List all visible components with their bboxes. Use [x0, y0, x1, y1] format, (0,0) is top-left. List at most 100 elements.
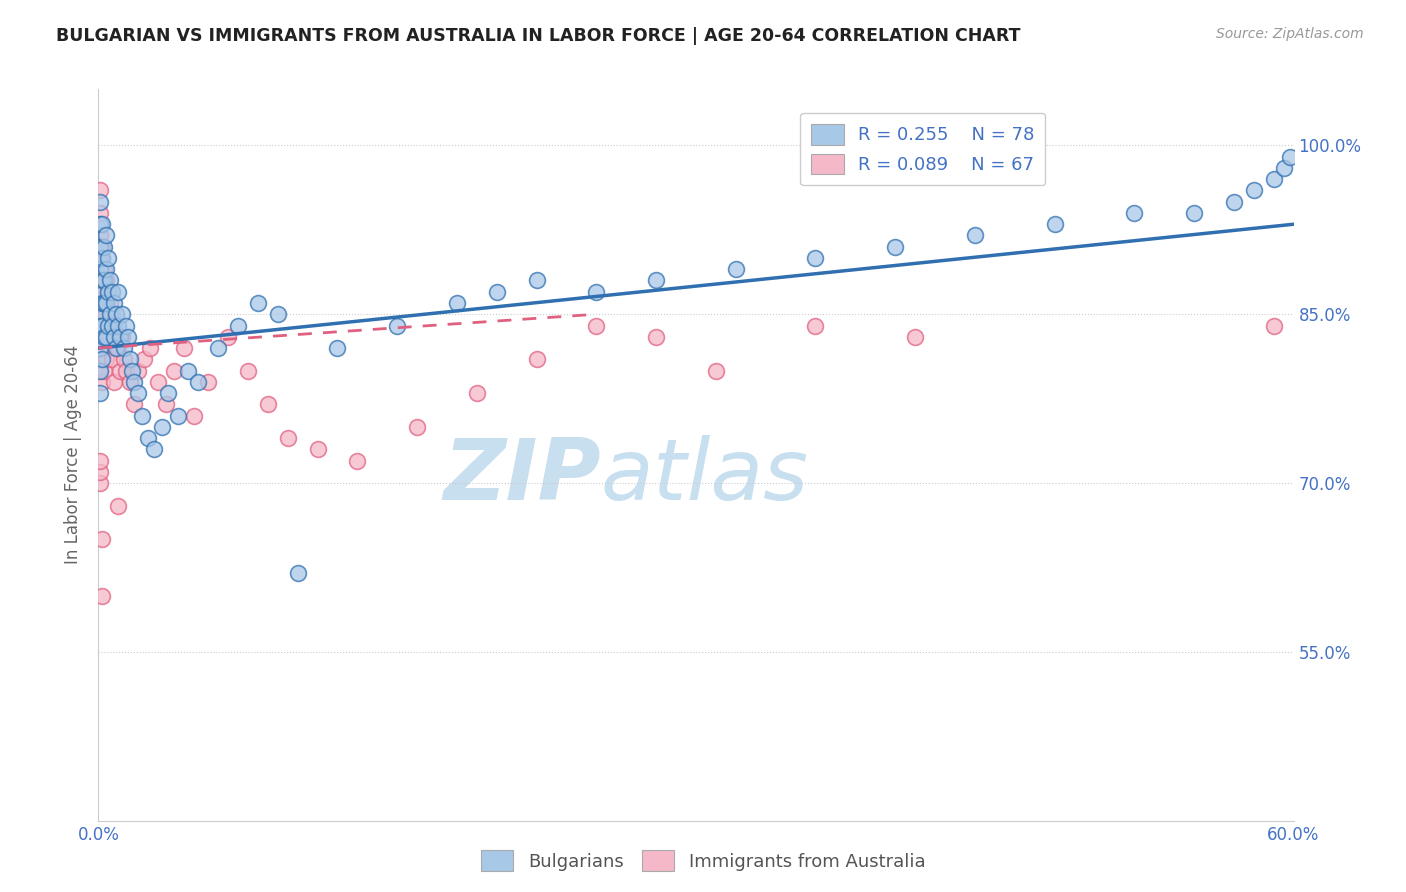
Point [107, 318, 129, 333]
Point [465, 386, 488, 401]
Point [150, 419, 173, 434]
Point [197, 375, 219, 389]
Text: Source: ZipAtlas.com: Source: ZipAtlas.com [1216, 27, 1364, 41]
Point [804, 251, 827, 265]
Point [97, 318, 120, 333]
Point [1123, 206, 1146, 220]
Point [89, 341, 111, 355]
Point [93, 273, 115, 287]
Point [277, 431, 299, 445]
Point [236, 363, 259, 377]
Point [98, 273, 122, 287]
Point [89, 285, 111, 299]
Point [103, 375, 125, 389]
Point [884, 240, 907, 254]
Point [91, 273, 114, 287]
Point [98, 307, 122, 321]
Point [226, 318, 249, 333]
Point [89, 465, 111, 479]
Point [96, 262, 118, 277]
Point [167, 409, 190, 423]
Point [446, 296, 468, 310]
Point [103, 330, 125, 344]
Point [117, 330, 139, 344]
Point [93, 296, 115, 310]
Point [93, 285, 115, 299]
Point [1263, 172, 1285, 186]
Point [89, 184, 111, 198]
Point [406, 419, 429, 434]
Point [89, 318, 111, 333]
Point [134, 352, 156, 367]
Point [93, 330, 115, 344]
Point [804, 318, 827, 333]
Point [89, 262, 111, 277]
Point [1182, 206, 1205, 220]
Point [136, 431, 159, 445]
Point [120, 375, 142, 389]
Text: ZIP: ZIP [443, 435, 600, 518]
Point [89, 194, 111, 209]
Point [97, 285, 120, 299]
Point [526, 352, 548, 367]
Legend: Bulgarians, Immigrants from Australia: Bulgarians, Immigrants from Australia [474, 843, 932, 879]
Point [963, 228, 986, 243]
Point [124, 397, 146, 411]
Point [107, 285, 129, 299]
Point [1243, 184, 1265, 198]
Point [89, 307, 111, 321]
Point [91, 352, 114, 367]
Point [96, 330, 118, 344]
Point [121, 363, 143, 377]
Point [97, 251, 120, 265]
Point [93, 240, 115, 254]
Point [96, 307, 118, 321]
Legend: R = 0.255    N = 78, R = 0.089    N = 67: R = 0.255 N = 78, R = 0.089 N = 67 [800, 113, 1046, 186]
Point [97, 285, 120, 299]
Point [904, 330, 927, 344]
Point [124, 375, 146, 389]
Point [89, 386, 111, 401]
Point [107, 499, 129, 513]
Point [120, 352, 142, 367]
Point [91, 296, 114, 310]
Point [101, 285, 124, 299]
Point [143, 442, 166, 457]
Point [89, 228, 111, 243]
Point [585, 318, 607, 333]
Point [585, 285, 607, 299]
Point [115, 318, 138, 333]
Point [1278, 150, 1301, 164]
Point [307, 442, 329, 457]
Point [256, 397, 278, 411]
Point [91, 251, 114, 265]
Point [89, 217, 111, 231]
Y-axis label: In Labor Force | Age 20-64: In Labor Force | Age 20-64 [65, 345, 83, 565]
Point [107, 341, 129, 355]
Point [326, 341, 349, 355]
Point [93, 262, 115, 277]
Point [1272, 161, 1295, 175]
Point [105, 330, 128, 344]
Point [96, 228, 118, 243]
Point [485, 285, 508, 299]
Point [89, 363, 111, 377]
Point [89, 251, 111, 265]
Point [89, 363, 111, 377]
Point [173, 341, 195, 355]
Point [98, 296, 122, 310]
Point [127, 386, 149, 401]
Point [148, 375, 170, 389]
Point [724, 262, 747, 277]
Point [139, 341, 162, 355]
Point [101, 307, 124, 321]
Point [246, 296, 269, 310]
Point [91, 273, 114, 287]
Point [89, 206, 111, 220]
Point [267, 307, 290, 321]
Point [89, 476, 111, 491]
Point [91, 589, 114, 603]
Point [163, 363, 186, 377]
Point [91, 375, 114, 389]
Point [111, 330, 134, 344]
